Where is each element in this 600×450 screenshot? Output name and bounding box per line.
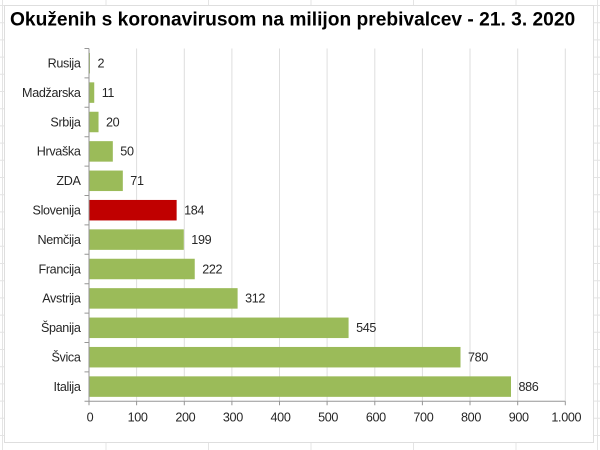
svg-text:0: 0 <box>87 410 94 424</box>
svg-text:199: 199 <box>191 233 211 247</box>
svg-text:Hrvaška: Hrvaška <box>37 145 81 159</box>
svg-text:Madžarska: Madžarska <box>22 86 81 100</box>
svg-text:1.000: 1.000 <box>551 410 581 424</box>
svg-text:Rusija: Rusija <box>48 57 81 71</box>
svg-text:500: 500 <box>318 410 338 424</box>
svg-text:200: 200 <box>175 410 195 424</box>
svg-text:900: 900 <box>509 410 529 424</box>
svg-text:20: 20 <box>106 115 120 129</box>
svg-text:Avstrija: Avstrija <box>42 292 81 306</box>
svg-text:400: 400 <box>271 410 291 424</box>
svg-text:300: 300 <box>223 410 243 424</box>
svg-text:100: 100 <box>128 410 148 424</box>
svg-text:ZDA: ZDA <box>56 174 81 188</box>
svg-text:886: 886 <box>519 380 539 394</box>
svg-text:Srbija: Srbija <box>50 115 80 129</box>
svg-text:184: 184 <box>184 204 204 218</box>
svg-text:50: 50 <box>120 145 134 159</box>
svg-text:222: 222 <box>202 262 222 276</box>
svg-text:600: 600 <box>366 410 386 424</box>
svg-text:Španija: Španija <box>41 320 81 335</box>
svg-text:545: 545 <box>356 321 376 335</box>
svg-text:Okuženih s koronavirusom na mi: Okuženih s koronavirusom na milijon preb… <box>10 9 575 30</box>
svg-text:Italija: Italija <box>54 380 81 394</box>
svg-text:Francija: Francija <box>39 262 81 276</box>
svg-text:800: 800 <box>461 410 481 424</box>
svg-text:11: 11 <box>102 86 115 100</box>
svg-text:312: 312 <box>245 292 265 306</box>
svg-text:780: 780 <box>468 351 488 365</box>
svg-text:Nemčija: Nemčija <box>37 233 80 247</box>
svg-text:700: 700 <box>413 410 433 424</box>
svg-text:Švica: Švica <box>51 350 80 365</box>
svg-text:2: 2 <box>98 57 105 71</box>
svg-text:Slovenija: Slovenija <box>33 204 81 218</box>
svg-text:71: 71 <box>130 174 144 188</box>
